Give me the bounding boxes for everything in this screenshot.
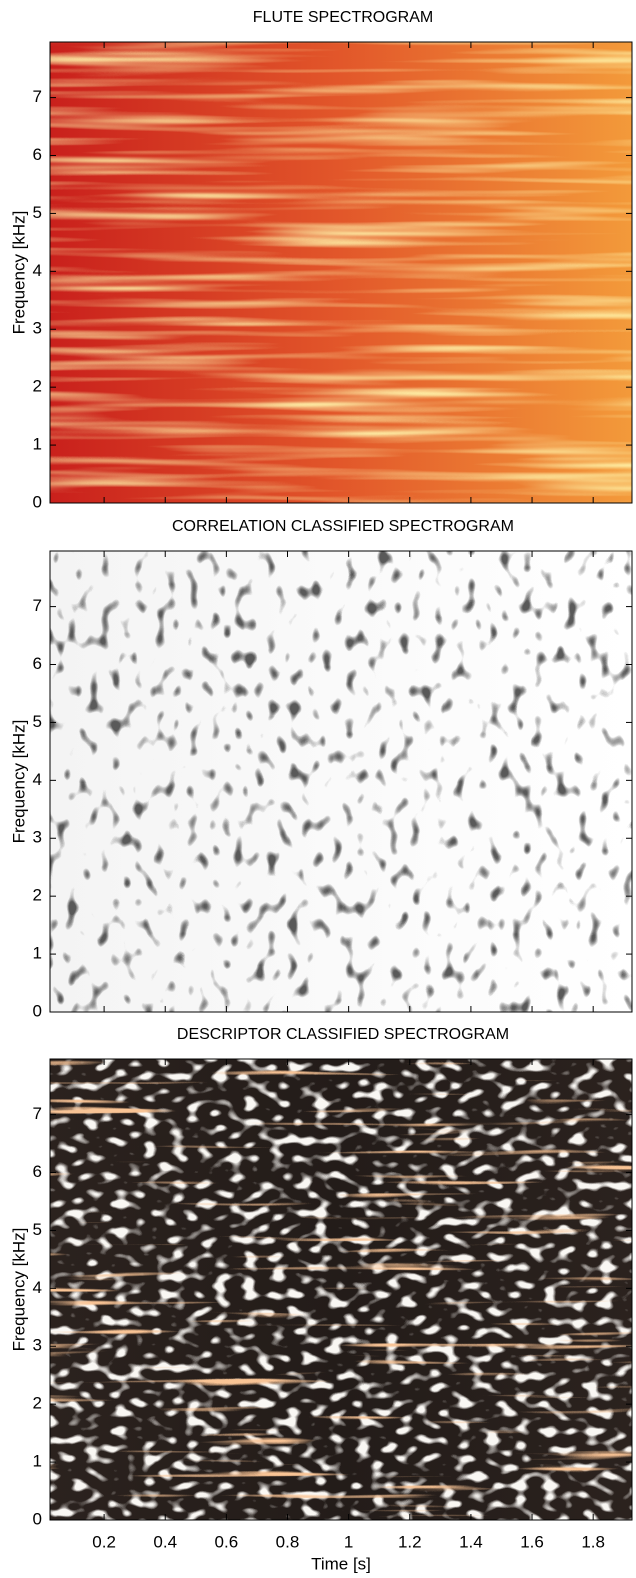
y-tick-label: 4 [33, 261, 42, 280]
y-tick-label: 3 [33, 828, 42, 847]
plot-frame [49, 1058, 633, 1521]
panel: CORRELATION CLASSIFIED SPECTROGRAM Freque… [9, 518, 633, 1020]
y-tick-label: 0 [33, 1509, 42, 1528]
y-tick-label: 2 [33, 886, 42, 905]
panel: FLUTE SPECTROGRAM Frequency [kHz] 0 1 2 3 4 5 6 7 [9, 9, 633, 511]
x-tick-label: 0.4 [153, 1532, 177, 1551]
x-tick-label: 0.6 [215, 1532, 239, 1551]
y-axis-label: Frequency [kHz] [9, 211, 28, 335]
y-tick-label: 4 [33, 1278, 42, 1297]
panel: DESCRIPTOR CLASSIFIED SPECTROGRAM Frequen… [9, 1026, 633, 1573]
plot-frame [49, 41, 633, 504]
panel-title: DESCRIPTOR CLASSIFIED SPECTROGRAM [177, 1026, 509, 1043]
x-tick-label: 0.2 [92, 1532, 116, 1551]
y-tick-label: 4 [33, 770, 42, 789]
y-tick-label: 6 [33, 1162, 42, 1181]
y-tick-label: 7 [33, 87, 42, 106]
plot-frame [49, 550, 633, 1013]
x-tick-label: 1.8 [581, 1532, 605, 1551]
y-tick-label: 1 [33, 944, 42, 963]
y-tick-label: 7 [33, 596, 42, 615]
heatmap-texture [50, 42, 632, 503]
panel-title: FLUTE SPECTROGRAM [253, 9, 433, 26]
y-tick-label: 1 [33, 1452, 42, 1471]
y-tick-label: 7 [33, 1104, 42, 1123]
y-tick-label: 0 [33, 1001, 42, 1020]
x-tick-label: 1 [344, 1532, 353, 1551]
y-tick-label: 5 [33, 1220, 42, 1239]
y-tick-label: 6 [33, 654, 42, 673]
y-tick-label: 0 [33, 492, 42, 511]
y-tick-label: 2 [33, 1394, 42, 1413]
y-tick-label: 2 [33, 377, 42, 396]
y-tick-label: 5 [33, 712, 42, 731]
y-axis-label: Frequency [kHz] [9, 720, 28, 844]
x-tick-label: 1.6 [520, 1532, 544, 1551]
heatmap-texture [50, 551, 632, 1012]
y-tick-label: 5 [33, 203, 42, 222]
y-tick-label: 3 [33, 319, 42, 338]
y-axis-label: Frequency [kHz] [9, 1228, 28, 1352]
y-tick-label: 3 [33, 1336, 42, 1355]
x-tick-label: 1.4 [459, 1532, 483, 1551]
x-tick-label: 1.2 [398, 1532, 422, 1551]
heatmap-texture [50, 1059, 632, 1520]
x-tick-label: 0.8 [276, 1532, 300, 1551]
y-tick-label: 1 [33, 435, 42, 454]
x-axis-label: Time [s] [311, 1554, 371, 1573]
y-tick-label: 6 [33, 145, 42, 164]
panel-title: CORRELATION CLASSIFIED SPECTROGRAM [172, 518, 514, 535]
